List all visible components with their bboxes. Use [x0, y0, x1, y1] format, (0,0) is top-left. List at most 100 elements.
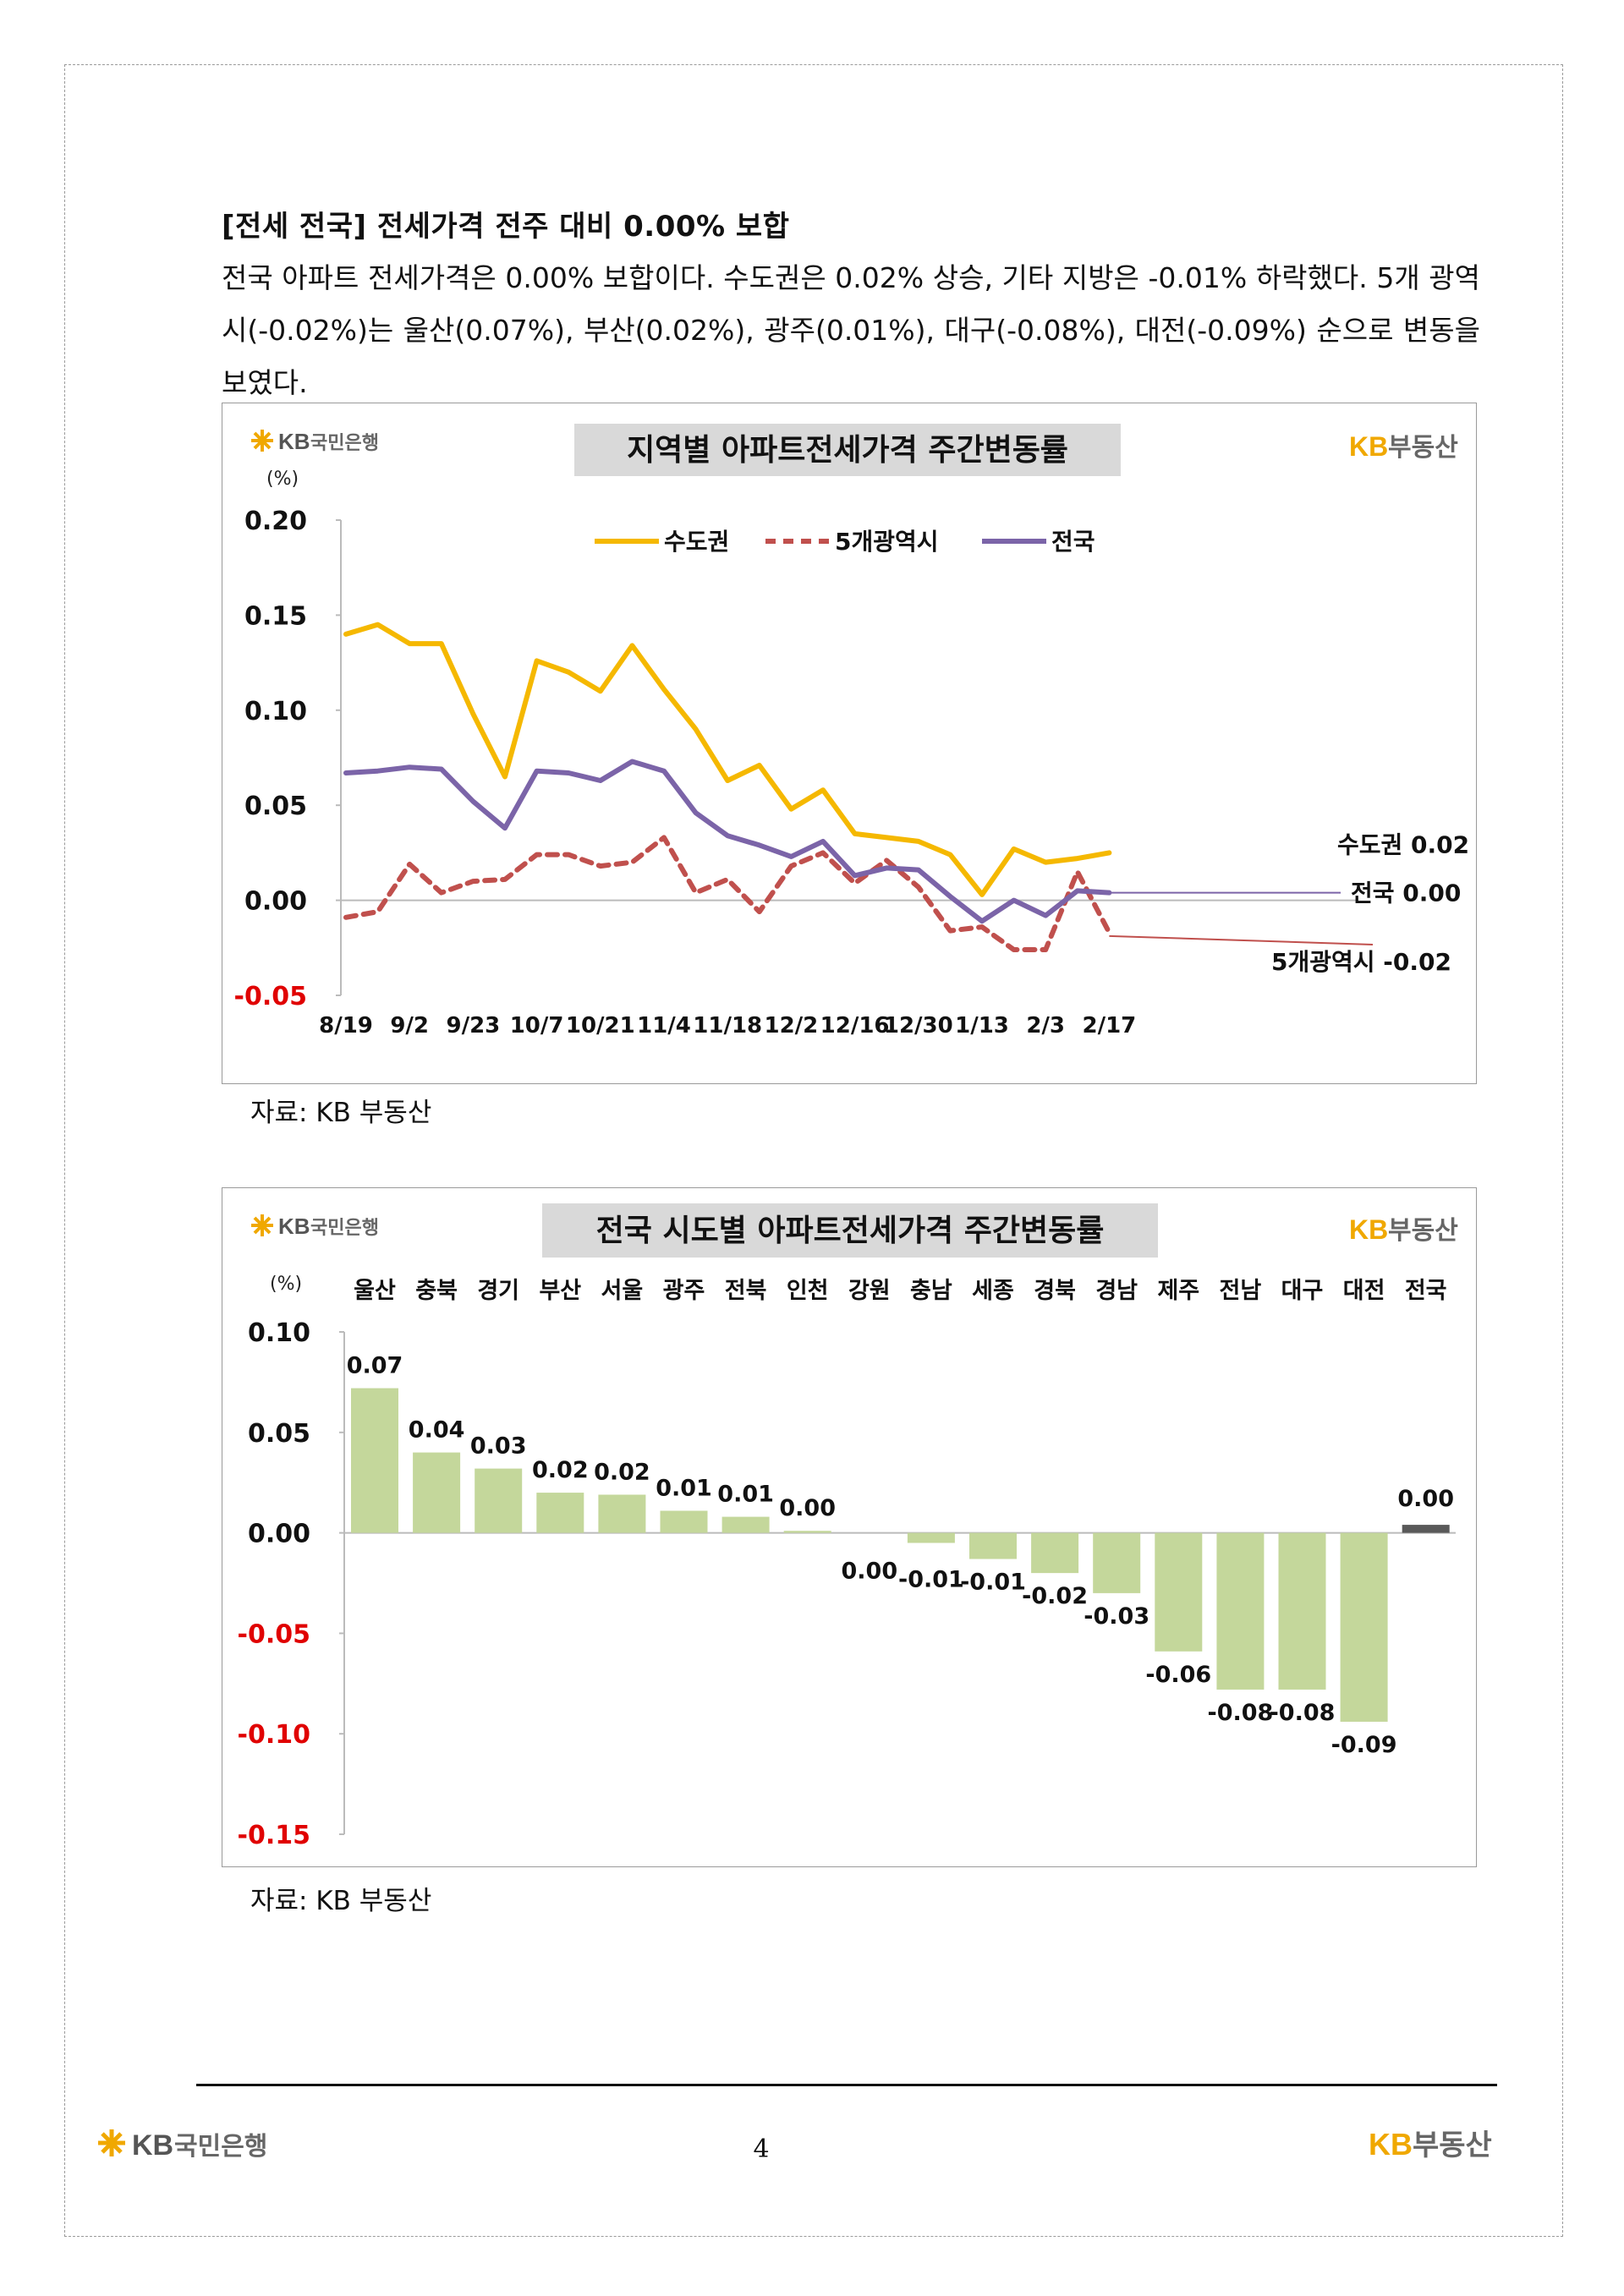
bar — [1031, 1532, 1079, 1574]
end-label-metro: 5개광역시 -0.02 — [1271, 948, 1451, 976]
value-label: -0.06 — [1145, 1662, 1211, 1688]
category-label: 서울 — [601, 1278, 644, 1304]
category-label: 전북 — [725, 1278, 767, 1304]
value-label: -0.01 — [960, 1569, 1026, 1595]
kb-bank-logo: KB 국민은행 — [251, 1214, 379, 1239]
kb-land-logo: KB 부동산 — [1349, 1214, 1458, 1246]
category-label: 부산 — [539, 1278, 581, 1304]
x-tick-label: 12/2 — [765, 1013, 819, 1038]
bar — [598, 1494, 646, 1533]
bar — [907, 1532, 955, 1543]
y-tick-label: -0.10 — [238, 1720, 310, 1750]
footer-kb-bank-logo: KB 국민은행 — [98, 2129, 267, 2162]
chart-title-bg — [574, 424, 1121, 476]
bar — [1340, 1532, 1388, 1722]
y-tick-label: -0.05 — [238, 1619, 310, 1649]
line-chart: KB 국민은행 KB 부동산 지역별 아파트전세가격 주간변동률 (%) 수도권… — [234, 424, 1469, 1038]
value-label: 0.01 — [717, 1482, 774, 1508]
category-label: 광주 — [663, 1278, 705, 1304]
bar — [660, 1510, 708, 1533]
value-label: 0.07 — [347, 1353, 403, 1379]
footer-kb-bank-kb: KB — [132, 2129, 173, 2162]
bar-chart: KB 국민은행 KB 부동산 전국 시도별 아파트전세가격 주간변동률 (%) … — [238, 1203, 1458, 1850]
value-label: 0.00 — [1397, 1486, 1454, 1512]
kb-bank-logo-kb: KB — [278, 429, 310, 454]
source-note-1: 자료: KB 부동산 — [250, 1098, 432, 1128]
bar — [413, 1452, 461, 1533]
category-label: 경기 — [477, 1278, 519, 1304]
category-label: 충남 — [910, 1278, 952, 1304]
x-tick-label: 8/19 — [319, 1013, 373, 1038]
bar — [1216, 1532, 1265, 1690]
x-tick-label: 2/17 — [1083, 1013, 1137, 1038]
star-icon — [98, 2129, 125, 2156]
series-line — [343, 759, 1112, 924]
y-tick-label: -0.15 — [238, 1821, 310, 1850]
category-label: 인천 — [787, 1278, 829, 1304]
value-label: 0.00 — [779, 1495, 836, 1521]
value-label: 0.02 — [594, 1459, 650, 1485]
value-label: 0.02 — [532, 1457, 589, 1483]
kb-land-logo-kb: KB — [1349, 431, 1388, 462]
x-tick-label: 12/30 — [884, 1013, 953, 1038]
y-tick-label: 0.00 — [244, 887, 307, 917]
y-tick-label: 0.00 — [248, 1520, 310, 1549]
category-label: 대전 — [1343, 1278, 1385, 1304]
bar — [1402, 1525, 1450, 1533]
kb-bank-logo: KB 국민은행 — [251, 429, 379, 454]
chart-title: 전국 시도별 아파트전세가격 주간변동률 — [596, 1214, 1105, 1248]
y-tick-label: 0.05 — [244, 792, 307, 821]
x-tick-label: 11/18 — [693, 1013, 762, 1038]
bar — [536, 1493, 584, 1533]
bar — [721, 1516, 770, 1533]
category-label: 제주 — [1157, 1278, 1199, 1304]
value-label: -0.09 — [1331, 1732, 1397, 1758]
end-label-capital: 수도권 0.02 — [1337, 830, 1469, 858]
x-tick-label: 12/16 — [820, 1013, 890, 1038]
kb-bank-logo-kb: KB — [278, 1214, 310, 1239]
bar — [475, 1468, 523, 1533]
star-icon — [251, 1214, 273, 1236]
footer-kb-land-logo: KB 부동산 — [1369, 2127, 1492, 2162]
x-tick-label: 10/7 — [510, 1013, 564, 1038]
category-label: 세종 — [972, 1278, 1014, 1304]
kb-land-logo-text: 부동산 — [1388, 433, 1458, 463]
x-tick-label: 2/3 — [1026, 1013, 1065, 1038]
category-label: 전남 — [1220, 1278, 1262, 1304]
footer-kb-land-text: 부동산 — [1413, 2129, 1492, 2162]
category-label: 울산 — [354, 1278, 396, 1304]
value-label: 0.00 — [841, 1559, 897, 1585]
bar — [1093, 1532, 1141, 1593]
bar — [783, 1531, 831, 1533]
kb-land-logo: KB 부동산 — [1349, 431, 1458, 463]
source-note-2: 자료: KB 부동산 — [250, 1886, 432, 1916]
category-label: 전국 — [1405, 1278, 1447, 1304]
y-tick-label: 0.15 — [244, 601, 307, 631]
page-border — [64, 64, 1563, 2237]
chart-title: 지역별 아파트전세가격 주간변동률 — [627, 433, 1068, 468]
bar — [351, 1388, 398, 1533]
bar-chart-box: KB 국민은행 KB 부동산 전국 시도별 아파트전세가격 주간변동률 (%) … — [222, 1187, 1477, 1867]
category-label: 충북 — [415, 1278, 458, 1304]
x-tick-label: 9/2 — [390, 1013, 429, 1038]
series-line — [343, 835, 1112, 952]
footer-rule — [196, 2084, 1497, 2086]
footer-kb-land-kb: KB — [1369, 2127, 1413, 2162]
legend: 수도권 5개광역시 전국 — [595, 528, 1095, 556]
value-label: -0.08 — [1270, 1700, 1336, 1726]
x-tick-label: 1/13 — [955, 1013, 1009, 1038]
value-label: -0.01 — [898, 1566, 964, 1592]
bar — [1278, 1532, 1326, 1690]
section-heading: [전세 전국] 전세가격 전주 대비 0.00% 보합 — [222, 210, 790, 244]
category-label: 경남 — [1095, 1278, 1138, 1304]
value-label: 0.01 — [656, 1475, 712, 1501]
legend-label: 5개광역시 — [835, 528, 939, 556]
kb-land-logo-kb: KB — [1349, 1214, 1388, 1245]
value-label: 0.04 — [409, 1417, 465, 1444]
footer-kb-bank-text: 국민은행 — [174, 2132, 267, 2162]
category-label: 대구 — [1281, 1278, 1324, 1304]
star-icon — [251, 430, 273, 452]
bar — [1155, 1532, 1203, 1652]
kb-land-logo-text: 부동산 — [1388, 1216, 1458, 1246]
legend-label: 수도권 — [664, 528, 729, 556]
